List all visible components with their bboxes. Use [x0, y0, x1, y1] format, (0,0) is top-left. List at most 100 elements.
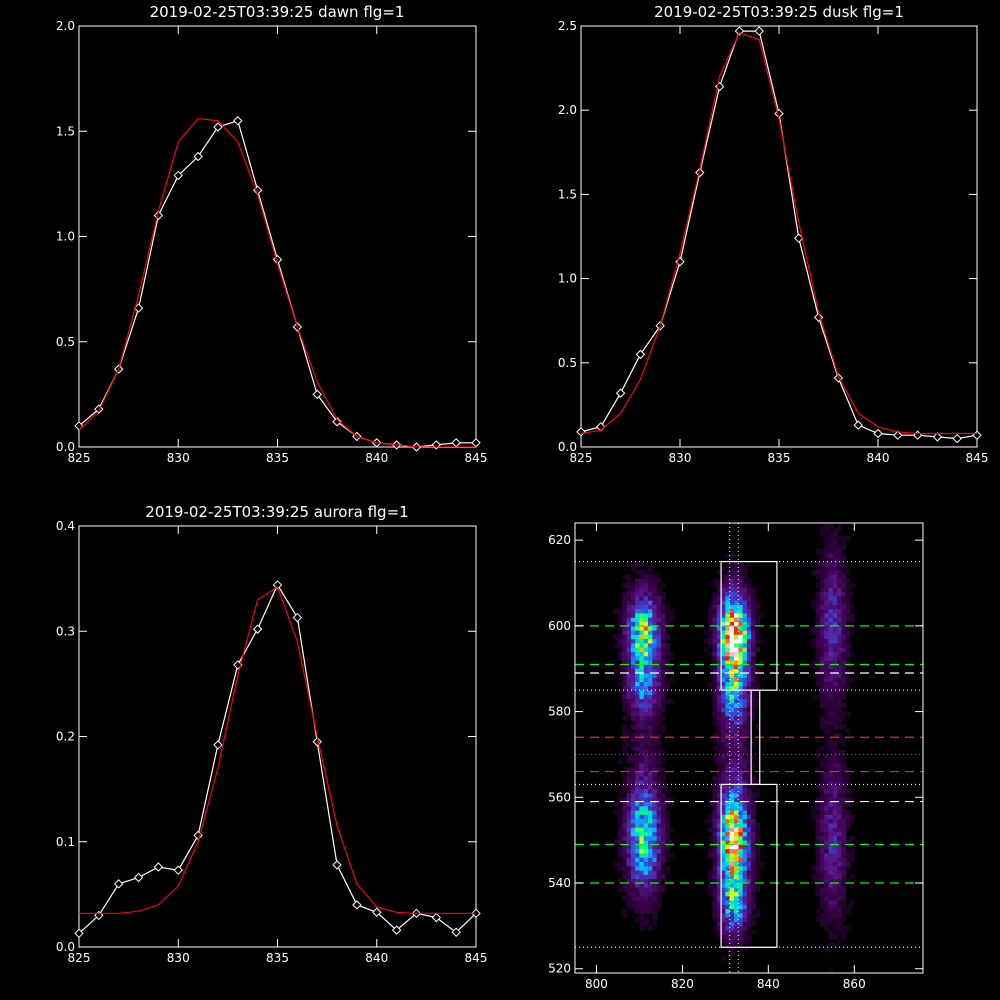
heatmap-cell	[824, 557, 829, 562]
heatmap-cell	[729, 668, 735, 674]
heatmap-cell	[832, 780, 838, 785]
heatmap-cell	[738, 574, 743, 580]
heatmap-cell	[734, 801, 739, 807]
fit-line	[79, 117, 476, 447]
heatmap-cell	[755, 835, 761, 841]
heatmap-cell	[648, 904, 653, 910]
heatmap-cell	[738, 865, 743, 871]
heatmap-cell	[751, 703, 756, 708]
heatmap-cell	[656, 733, 662, 738]
heatmap-cell	[828, 805, 834, 811]
heatmap-cell	[742, 900, 748, 905]
heatmap-cell	[819, 788, 825, 794]
heatmap-cell	[618, 818, 623, 824]
heatmap-cell	[635, 643, 640, 648]
heatmap-cell	[751, 831, 756, 837]
heatmap-cell	[734, 655, 739, 661]
heatmap-cell	[622, 853, 627, 858]
heatmap-cell	[729, 630, 735, 635]
heatmap-cell	[712, 878, 718, 884]
heatmap-cell	[622, 733, 627, 738]
heatmap-cell	[639, 711, 645, 717]
heatmap-cell	[824, 921, 829, 927]
heatmap-cell	[652, 608, 657, 614]
heatmap-cell	[746, 908, 752, 914]
heatmap-cell	[660, 797, 666, 802]
heatmap-cell	[819, 891, 825, 897]
heatmap-cell	[742, 698, 748, 704]
heatmap-cell	[837, 523, 842, 528]
heatmap-cell	[639, 887, 645, 892]
heatmap-cell	[630, 904, 636, 910]
heatmap-cell	[742, 685, 748, 691]
heatmap-cell	[824, 848, 829, 854]
heatmap-cell	[738, 895, 743, 901]
heatmap-cell	[746, 600, 752, 605]
heatmap-cell	[824, 535, 829, 541]
heatmap-cell	[828, 823, 834, 828]
heatmap-cell	[712, 651, 718, 657]
heatmap-cell	[725, 917, 731, 922]
heatmap-cell	[652, 664, 657, 670]
heatmap-cell	[734, 604, 739, 610]
heatmap-cell	[738, 694, 743, 700]
heatmap-cell	[828, 531, 834, 537]
heatmap-cell	[660, 857, 666, 862]
heatmap-cell	[626, 625, 632, 631]
heatmap-cell	[639, 861, 645, 867]
heatmap-cell	[746, 604, 752, 610]
heatmap-cell	[712, 814, 718, 820]
heatmap-cell	[626, 651, 632, 657]
heatmap-cell	[729, 797, 735, 802]
data-point	[213, 740, 223, 750]
heatmap-cell	[729, 634, 735, 640]
heatmap-cell	[832, 767, 838, 772]
heatmap-cell	[738, 587, 743, 592]
heatmap-cell	[652, 715, 657, 721]
heatmap-cell	[729, 814, 735, 820]
heatmap-cell	[729, 870, 735, 875]
heatmap-cell	[656, 613, 662, 618]
heatmap-cell	[729, 895, 735, 901]
heatmap-cell	[828, 853, 834, 858]
heatmap-cell	[824, 891, 829, 897]
heatmap-cell	[618, 853, 623, 858]
heatmap-cell	[751, 613, 756, 618]
heatmap-cell	[841, 711, 847, 717]
heatmap-cell	[746, 694, 752, 700]
heatmap-cell	[828, 595, 834, 601]
heatmap-cell	[626, 630, 632, 635]
heatmap-cell	[635, 724, 640, 730]
plot-frame	[78, 25, 477, 448]
heatmap-cell	[656, 668, 662, 674]
heatmap-cell	[639, 655, 645, 661]
heatmap-cell	[725, 763, 731, 768]
heatmap-cell	[751, 685, 756, 691]
heatmap-cell	[828, 544, 834, 550]
heatmap-cell	[626, 583, 632, 588]
heatmap-cell	[850, 651, 855, 657]
heatmap-cell	[841, 913, 847, 918]
heatmap-cell	[643, 904, 649, 910]
heatmap-cell	[652, 625, 657, 631]
heatmap-cell	[622, 745, 627, 751]
heatmap-cell	[618, 651, 623, 657]
heatmap-cell	[815, 857, 821, 862]
heatmap-cell	[729, 677, 735, 682]
y-tick-label: 0.0	[56, 440, 75, 454]
heatmap-cell	[721, 651, 726, 657]
heatmap-cell	[630, 660, 636, 665]
heatmap-cell	[751, 608, 756, 614]
heatmap-cell	[652, 913, 657, 918]
heatmap-cell	[729, 947, 735, 952]
heatmap-cell	[639, 831, 645, 837]
chart-title: 2019-02-25T03:39:25 dawn flg=1	[150, 3, 405, 21]
heatmap-cell	[819, 835, 825, 841]
heatmap-cell	[652, 758, 657, 764]
heatmap-cell	[734, 733, 739, 738]
heatmap-cell	[716, 600, 722, 605]
heatmap-cell	[656, 827, 662, 832]
heatmap-cell	[841, 793, 847, 798]
heatmap-cell	[648, 900, 653, 905]
data-point	[912, 430, 923, 440]
